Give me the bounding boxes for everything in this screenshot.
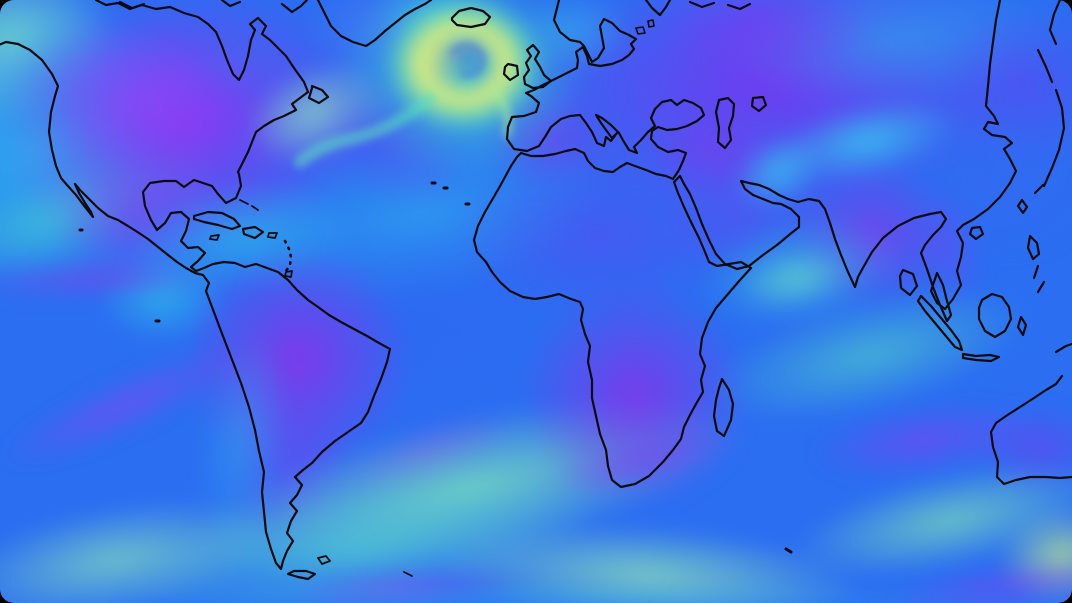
coastline-south-georgia-dash: [403, 571, 413, 577]
coastline-lesser-antilles-arc: [283, 239, 293, 273]
coastline-philippines-dash-2: [1036, 280, 1046, 294]
field-blob-sib-purple: [650, 0, 870, 81]
cyclone-arm-eye-swirl: [449, 43, 486, 78]
coastline-arctic-russia-frag-1: [688, 0, 716, 9]
coastline-cuba: [192, 210, 242, 231]
field-blob-bottom-cyan-strip: [0, 591, 1072, 603]
coastline-arctic-russia-frag-2: [726, 2, 752, 11]
coastline-caspian-sea: [714, 96, 736, 150]
coastline-java: [961, 352, 1001, 363]
coastline-tierra-del-fuego: [286, 569, 317, 581]
coastline-hispaniola: [241, 225, 265, 240]
coastline-arctic-canada-frag-3: [280, 0, 309, 14]
coastline-borneo: [977, 292, 1013, 339]
coastline-newfoundland: [307, 84, 330, 105]
coastline-aral-sea: [750, 95, 768, 113]
coastline-white-sea-fragment: [644, 0, 672, 17]
coastline-kerguelen-dot: [784, 547, 793, 554]
coastline-trinidad: [284, 270, 293, 278]
coastline-lake-onega: [647, 19, 655, 28]
coastline-taiwan: [1016, 198, 1029, 215]
coastline-sulawesi: [1016, 315, 1028, 337]
coastline-japan-kyushu: [1033, 183, 1045, 195]
coastline-americas-mainland: [0, 0, 392, 571]
coastline-ireland: [502, 62, 520, 82]
coastline-falkland-islands: [317, 555, 331, 565]
coastline-japan-honshu: [1042, 88, 1066, 188]
field-blob-easia-purple: [935, 0, 1072, 170]
coastline-greenland: [316, 0, 433, 48]
coastline-jamaica: [209, 234, 220, 241]
coastline-great-britain: [522, 43, 553, 90]
coastline-lake-ladoga: [635, 26, 646, 35]
coastline-sakhalin: [1036, 48, 1054, 84]
coastline-paths: [0, 0, 1072, 581]
field-blob-aus-purple: [970, 403, 1072, 489]
coastline-new-guinea-fragment: [1054, 342, 1072, 354]
coastline-okhotsk-coast-fragment: [1048, 0, 1062, 46]
coastline-iceland: [450, 6, 492, 29]
coastline-philippines-luzon: [1026, 234, 1041, 261]
coastline-hainan: [968, 225, 985, 241]
coastline-madagascar: [712, 377, 735, 438]
coastline-puerto-rico: [267, 232, 278, 239]
coastline-arctic-canada-frag-2: [220, 0, 242, 8]
coastline-bahamas-dash-1: [239, 199, 249, 205]
cyclone-arm-tail-front: [294, 92, 436, 168]
coastline-sumatra: [916, 294, 964, 352]
coastline-bahamas-dash-2: [251, 205, 259, 211]
coastline-afro-eurasia-mainland: [472, 0, 1018, 489]
coastline-australia: [989, 374, 1072, 486]
coastline-arctic-canada-frag-1: [118, 0, 146, 10]
coastline-philippines-dash-1: [1032, 264, 1040, 280]
coastline-sri-lanka: [898, 268, 919, 297]
